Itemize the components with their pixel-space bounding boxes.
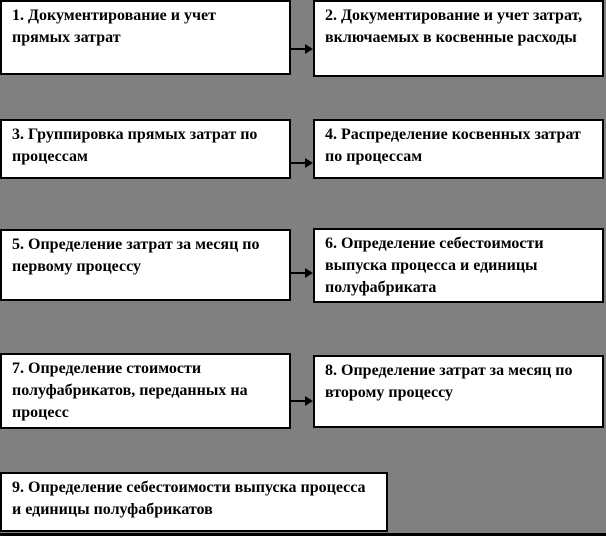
arrow-head (305, 268, 313, 278)
flow-step-8: 8. Определение затрат за месяц по втором… (313, 355, 604, 428)
arrow-line (291, 400, 306, 402)
flow-step-6-label: 6. Определение себестоимости выпуска про… (325, 235, 544, 296)
arrow-right-icon-5-to-6 (291, 267, 313, 279)
arrow-line (291, 162, 306, 164)
flow-step-4-label: 4. Распределение косвенных затрат по про… (325, 126, 581, 165)
flow-step-5: 5. Определение затрат за месяц по первом… (0, 229, 291, 301)
arrow-line (291, 272, 306, 274)
flow-step-4: 4. Распределение косвенных затрат по про… (313, 119, 604, 179)
flow-step-2-label: 2. Документирование и учет затрат, включ… (325, 7, 583, 46)
arrow-right-icon-3-to-4 (291, 157, 313, 169)
flow-step-8-label: 8. Определение затрат за месяц по втором… (325, 362, 573, 401)
flow-step-9-label: 9. Определение себестоимости выпуска про… (12, 479, 366, 518)
arrow-head (305, 44, 313, 54)
flow-step-1-label: 1. Документирование и учет прямых затрат (12, 7, 216, 46)
flow-step-3-label: 3. Группировка прямых затрат по процесса… (12, 126, 258, 165)
arrow-right-icon-1-to-2 (291, 43, 313, 55)
arrow-right-icon-7-to-8 (291, 395, 313, 407)
flow-step-5-label: 5. Определение затрат за месяц по первом… (12, 236, 260, 275)
arrow-head (305, 396, 313, 406)
flow-step-6: 6. Определение себестоимости выпуска про… (313, 228, 604, 303)
flow-step-9: 9. Определение себестоимости выпуска про… (0, 472, 388, 532)
flow-step-7-label: 7. Определение стоимости полуфабрикатов,… (12, 360, 248, 421)
flow-step-3: 3. Группировка прямых затрат по процесса… (0, 119, 291, 179)
flow-step-7: 7. Определение стоимости полуфабрикатов,… (0, 353, 291, 429)
bottom-border-line (0, 533, 606, 536)
arrow-head (305, 158, 313, 168)
flow-step-1: 1. Документирование и учет прямых затрат (0, 0, 291, 75)
flow-step-2: 2. Документирование и учет затрат, включ… (313, 0, 604, 77)
arrow-line (291, 48, 306, 50)
